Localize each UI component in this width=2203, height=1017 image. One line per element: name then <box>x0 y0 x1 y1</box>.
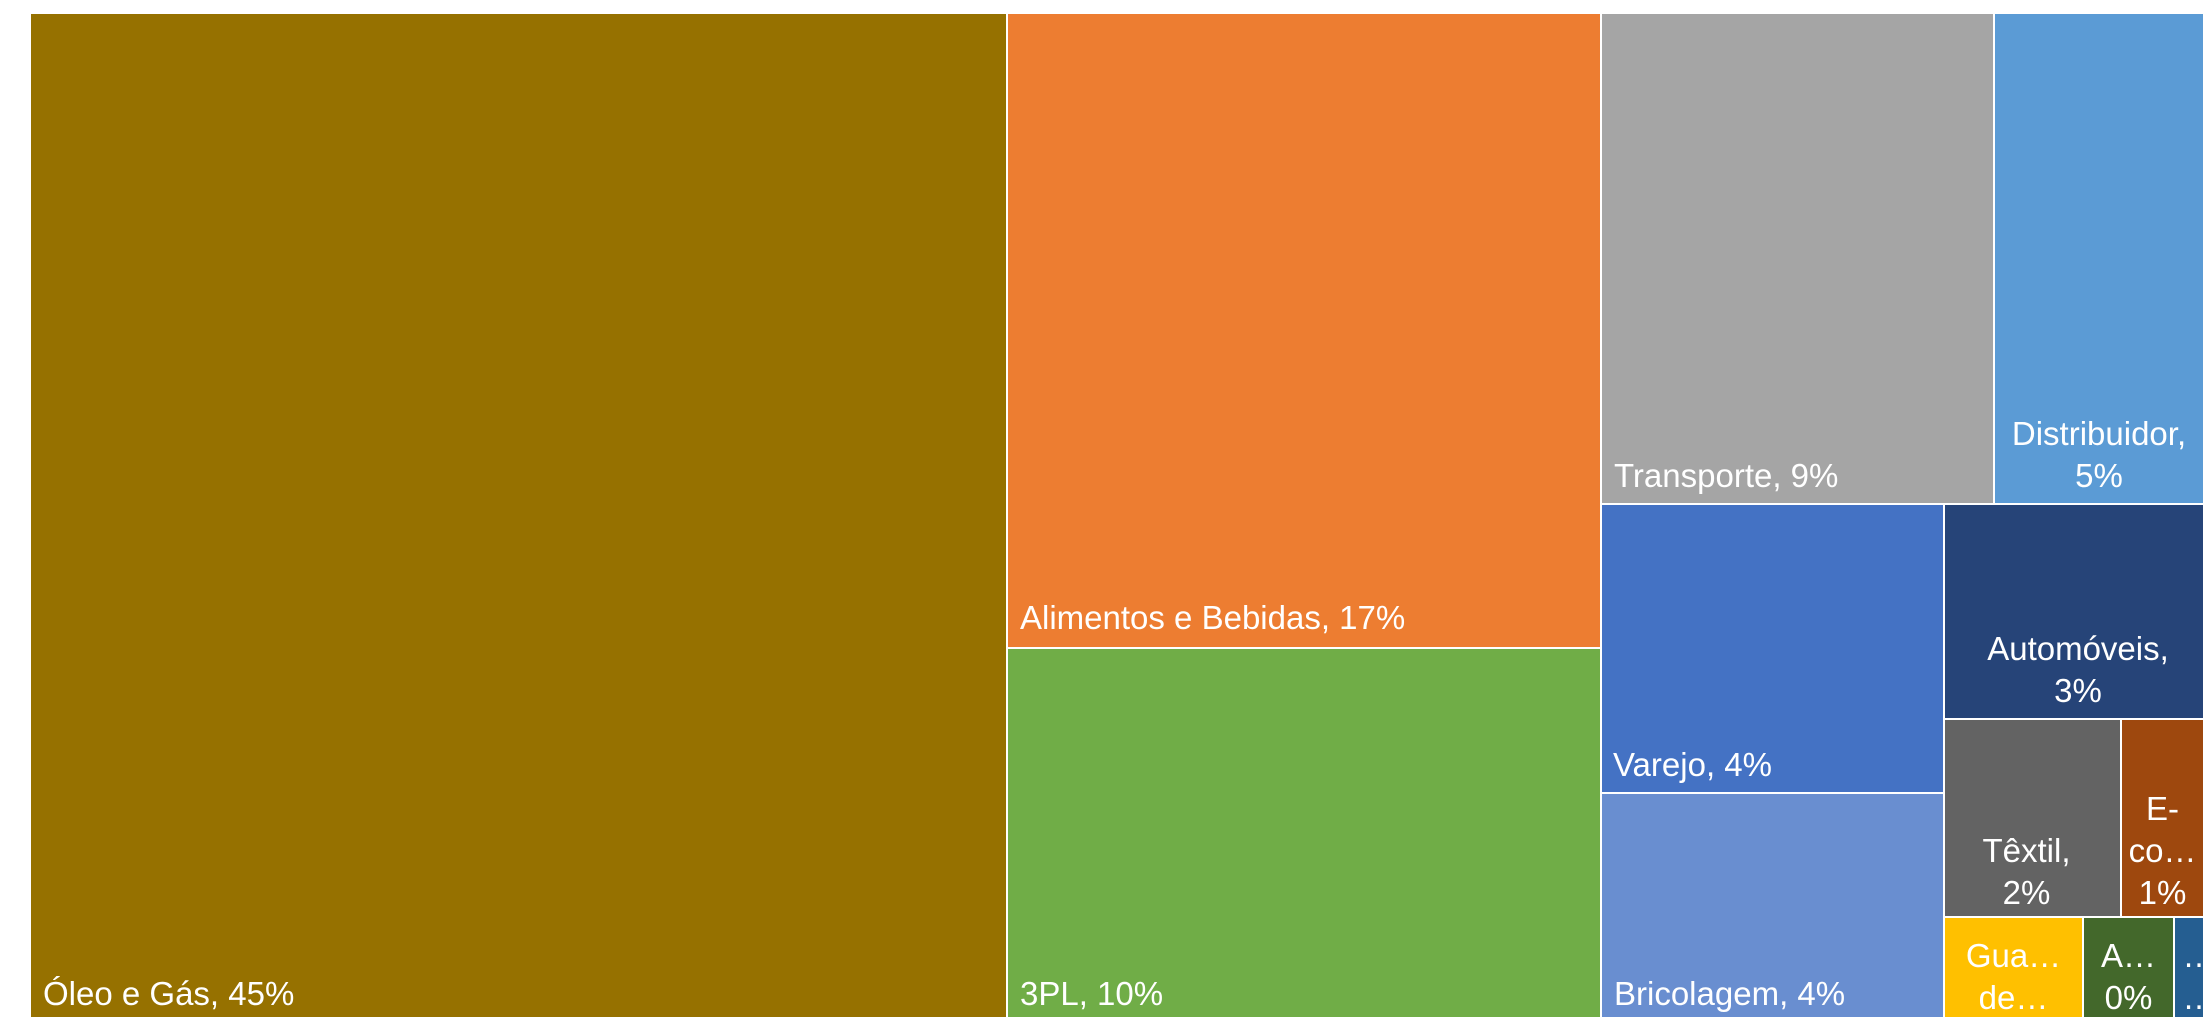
treemap-tile: Óleo e Gás, 45% <box>31 14 1006 1017</box>
treemap-tile: Distribuidor, 5% <box>1995 14 2203 503</box>
treemap-tile: 3PL, 10% <box>1008 649 1600 1017</box>
treemap-tile: Alimentos e Bebidas, 17% <box>1008 14 1600 647</box>
treemap-tile-label: Distribuidor, 5% <box>2011 415 2187 494</box>
treemap-tile: E- co… 1% <box>2122 720 2203 916</box>
treemap-tile: … … <box>2175 918 2203 1017</box>
treemap-tile-label: Óleo e Gás, 45% <box>43 975 295 1012</box>
treemap-tile: A… 0% <box>2084 918 2173 1017</box>
treemap-tile: Bricolagem, 4% <box>1602 794 1943 1017</box>
treemap-tile-label: Transporte, 9% <box>1614 457 1839 494</box>
treemap-tile-label: Têxtil, 2% <box>1982 832 2071 911</box>
treemap-tile-label: Alimentos e Bebidas, 17% <box>1020 599 1406 636</box>
treemap-tile-label: Gua… de… <box>1965 937 2062 1016</box>
treemap-tile: Gua… de… <box>1945 918 2082 1017</box>
treemap-tile-label: E- co… 1% <box>2128 790 2197 911</box>
treemap-tile: Automóveis, 3% <box>1945 505 2203 718</box>
treemap-tile-label: A… 0% <box>2100 937 2156 1016</box>
treemap-tile: Transporte, 9% <box>1602 14 1993 503</box>
treemap-tile-label: … … <box>2175 935 2203 1017</box>
treemap-tile: Têxtil, 2% <box>1945 720 2120 916</box>
treemap-tile-label: Bricolagem, 4% <box>1614 975 1846 1012</box>
treemap-tile-label: Automóveis, 3% <box>1987 630 2169 709</box>
treemap-tile-label: Varejo, 4% <box>1613 746 1772 783</box>
treemap-tile-label: 3PL, 10% <box>1020 975 1164 1012</box>
treemap-tile: Varejo, 4% <box>1602 505 1943 792</box>
